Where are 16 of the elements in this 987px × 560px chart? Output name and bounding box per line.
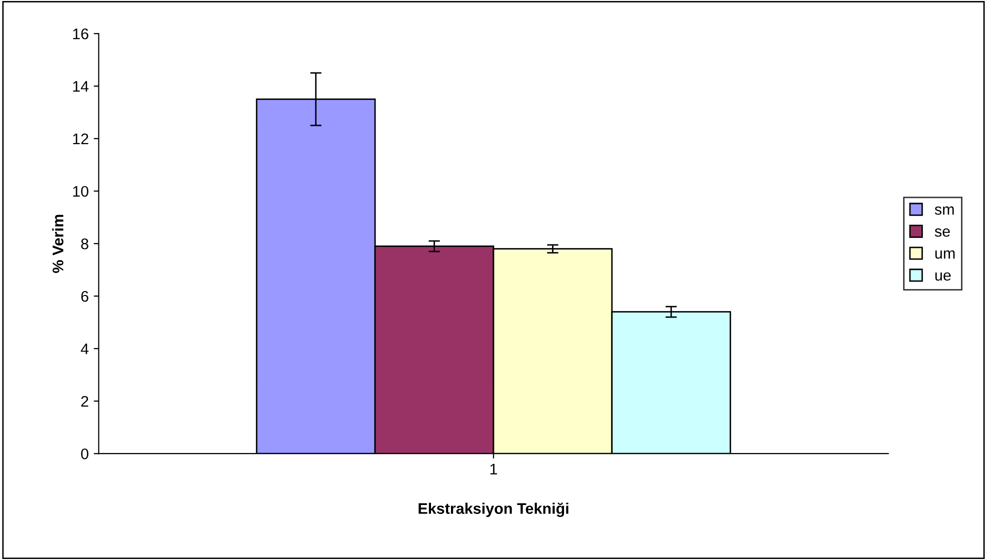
x-tick-label: 1	[490, 464, 498, 474]
y-tick-label: 16	[73, 28, 88, 40]
y-tick-label: 2	[81, 396, 88, 407]
y-tick-label: 4	[80, 344, 89, 354]
y-tick-label: 12	[73, 133, 88, 144]
y-axis-title: % Verim	[52, 214, 64, 273]
x-axis-title: Ekstraksiyon Tekniği	[418, 502, 568, 518]
legend-label: se	[934, 228, 950, 237]
legend-label: sm	[934, 206, 954, 215]
y-tick-label: 8	[81, 238, 88, 250]
y-tick-label: 6	[81, 290, 88, 302]
legend-label: um	[935, 250, 955, 259]
y-tick-label: 10	[73, 186, 88, 197]
y-tick-label: 0	[81, 448, 88, 460]
legend-label: ue	[935, 272, 951, 281]
y-tick-label: 14	[73, 81, 89, 92]
